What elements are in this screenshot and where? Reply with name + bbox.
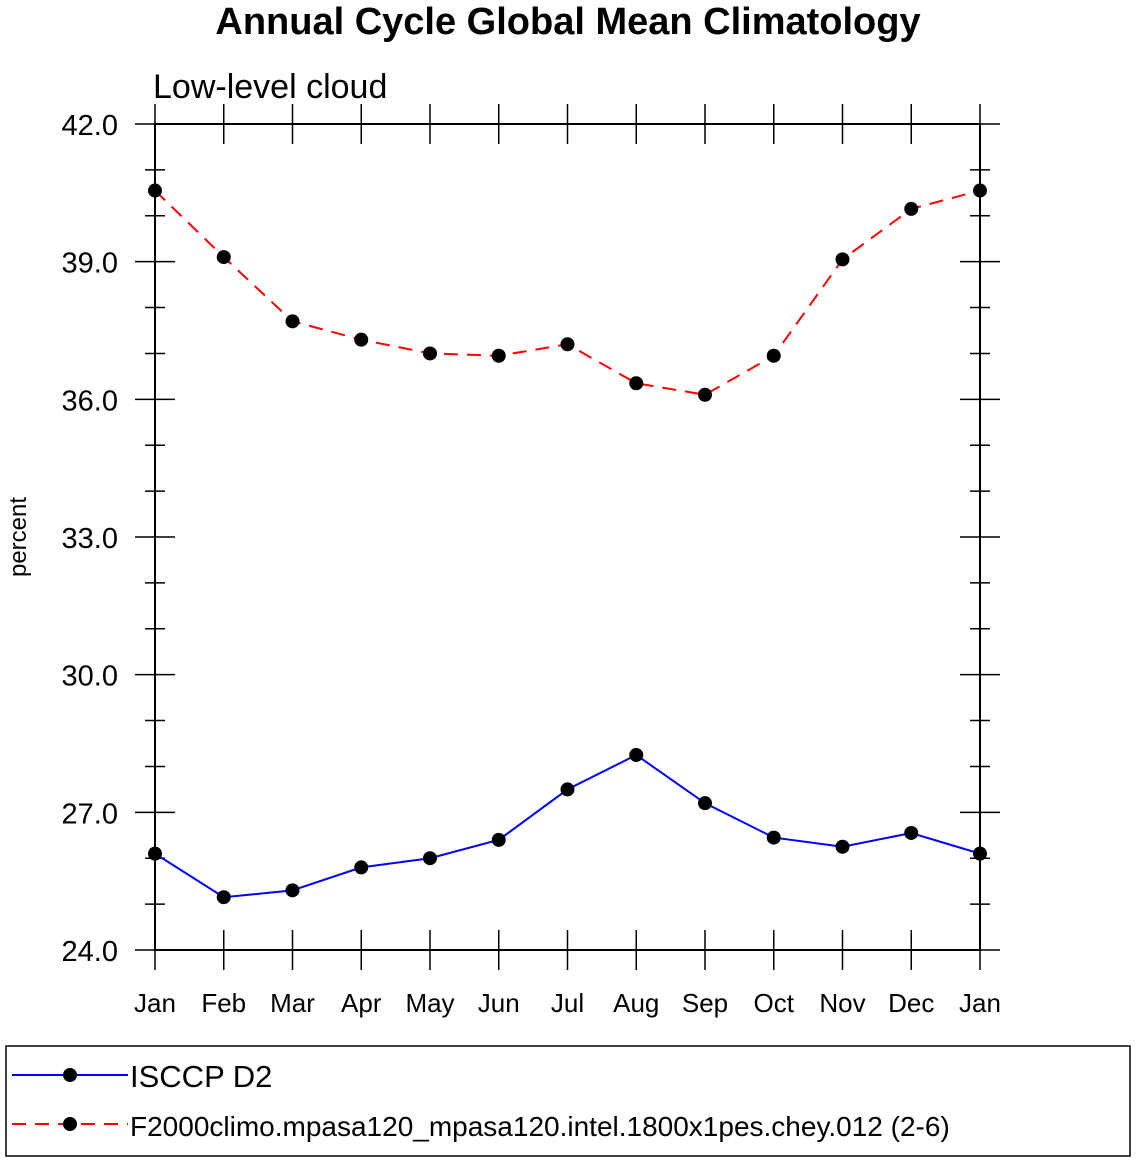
axis-ticks (135, 104, 1000, 970)
y-tick-label: 36.0 (62, 385, 118, 417)
series-1-point (698, 387, 712, 402)
x-tick-label: Jan (134, 988, 176, 1018)
x-tick-label: Jun (478, 988, 520, 1018)
series-1-point (835, 252, 850, 267)
series-0-point (423, 851, 437, 866)
series-layer (148, 183, 987, 905)
legend-entry-model: F2000climo.mpasa120_mpasa120.intel.1800x… (12, 1111, 950, 1142)
y-tick-label: 27.0 (62, 798, 118, 830)
series-0-point (904, 825, 919, 840)
chart-subtitle: Low-level cloud (153, 68, 387, 106)
series-1-point (491, 348, 506, 363)
x-tick-labels: Jan Feb Mar Apr May Jun Jul Aug Sep Oct Nov Dec Jan (134, 988, 1001, 1018)
legend-label-isccp: ISCCP D2 (130, 1059, 272, 1094)
x-tick-label: Feb (201, 988, 246, 1018)
y-tick-label: 30.0 (62, 661, 118, 693)
chart-title: Annual Cycle Global Mean Climatology (215, 1, 920, 43)
y-tick-label: 33.0 (62, 523, 118, 555)
x-tick-label: Sep (682, 988, 728, 1018)
x-tick-label: Dec (888, 988, 934, 1018)
series-1-point (904, 201, 919, 216)
series-1-point (423, 346, 437, 361)
series-0-point (216, 890, 231, 905)
legend-label-model: F2000climo.mpasa120_mpasa120.intel.1800x… (130, 1111, 950, 1142)
y-tick-labels: 24.0 27.0 30.0 33.0 36.0 39.0 42.0 (62, 110, 118, 968)
y-tick-label: 24.0 (62, 936, 118, 968)
x-tick-label: Oct (754, 988, 795, 1018)
series-0-point (698, 796, 712, 811)
series-line-1 (154, 189, 981, 396)
series-0-point (560, 782, 575, 797)
y-tick-label: 42.0 (62, 110, 118, 142)
x-tick-label: May (405, 988, 454, 1018)
series-1-point (354, 332, 369, 347)
y-tick-label: 39.0 (62, 248, 118, 280)
series-1-point (285, 314, 300, 329)
legend-marker-isccp (63, 1068, 77, 1082)
legend-marker-model (63, 1117, 77, 1131)
series-0-point (835, 839, 850, 854)
series-1-point (216, 250, 231, 265)
x-tick-label: Jan (959, 988, 1001, 1018)
legend-box (5, 1045, 1131, 1157)
series-0-point (354, 860, 369, 875)
plot-frame (154, 123, 981, 951)
series-0-point (629, 747, 644, 762)
series-1-point (629, 376, 644, 391)
x-tick-label: Nov (819, 988, 865, 1018)
x-tick-label: Mar (270, 988, 315, 1018)
legend: ISCCP D2 F2000climo.mpasa120_mpasa120.in… (5, 1045, 1131, 1157)
x-tick-label: Jul (551, 988, 584, 1018)
legend-entry-isccp: ISCCP D2 (12, 1059, 272, 1094)
series-0-point (766, 830, 781, 845)
x-tick-label: Apr (341, 988, 382, 1018)
series-1-point (560, 337, 575, 352)
x-tick-label: Aug (613, 988, 659, 1018)
series-line-0 (154, 753, 981, 899)
series-0-point (285, 883, 300, 898)
y-axis-label: percent (5, 497, 32, 577)
series-1-point (766, 348, 781, 363)
series-0-point (491, 832, 506, 847)
